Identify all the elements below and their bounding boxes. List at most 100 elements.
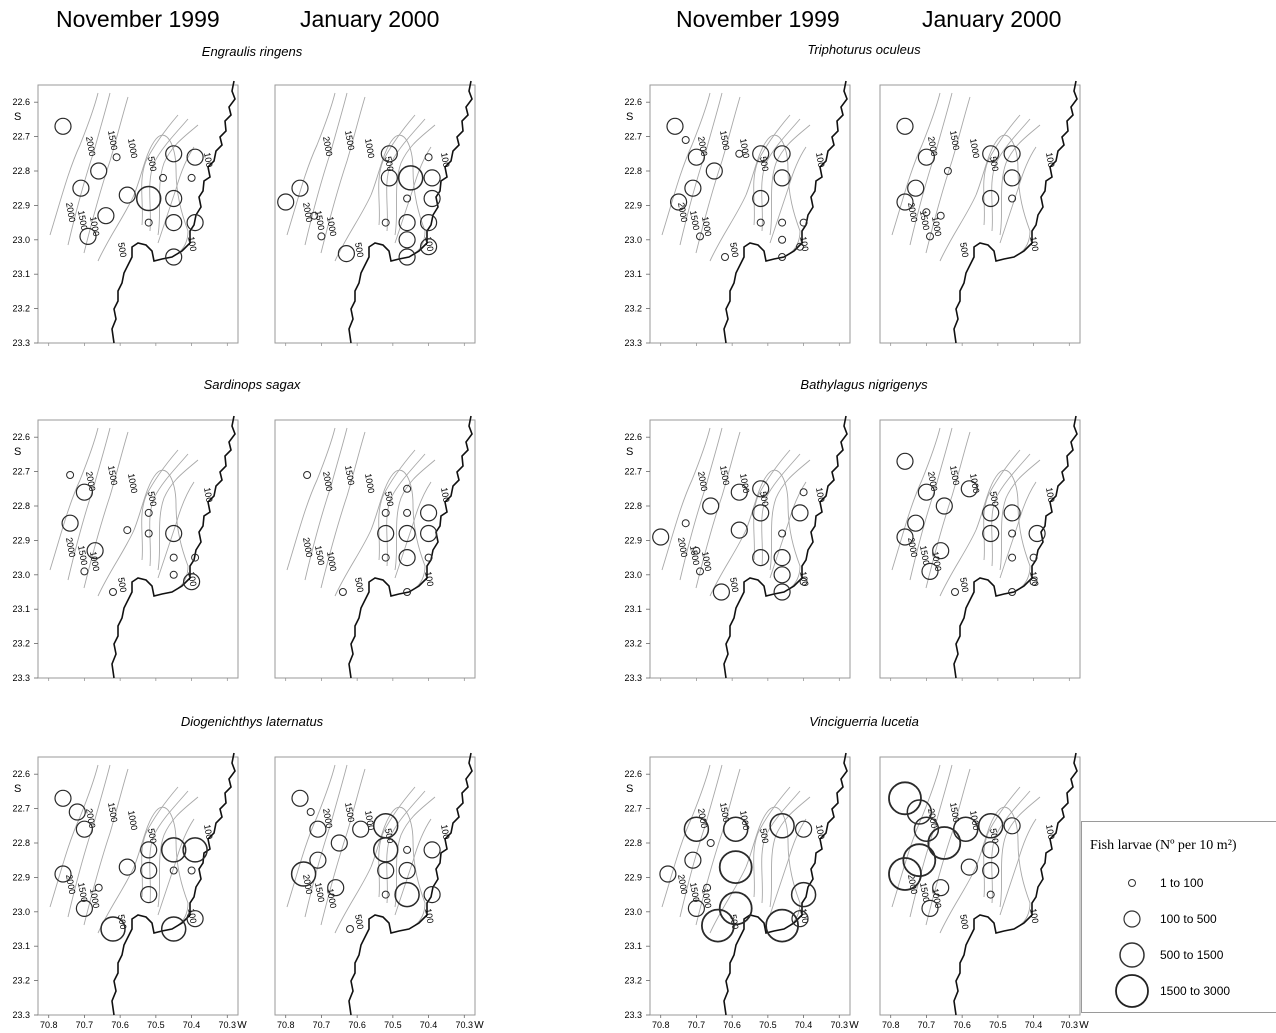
larvae-point xyxy=(906,799,933,825)
map-panel-triphoturus-jan: 2000 1500 1000 2000 1500 1000 500 500 100 100 xyxy=(879,80,1081,346)
map-panel-triphoturus-nov: 2000 1500 1000 2000 1500 1000 500 500 100 100 22.6… xyxy=(624,80,851,348)
larvae-point xyxy=(652,528,670,546)
larvae-point xyxy=(398,231,416,249)
isobath-line xyxy=(141,786,179,898)
larvae-point xyxy=(687,148,706,166)
isobath-line xyxy=(304,92,348,246)
isobath-label: 2000 xyxy=(64,537,77,558)
larvae-point xyxy=(423,886,441,904)
isobath-line xyxy=(991,453,1031,567)
isobath-line xyxy=(304,427,348,581)
header-left-jan: January 2000 xyxy=(300,6,440,32)
coastline xyxy=(111,80,236,344)
isobath-line xyxy=(991,118,1031,232)
lon-tick-label: 70.8 xyxy=(652,1020,670,1030)
lat-tick-label: 23.3 xyxy=(624,673,642,683)
larvae-point xyxy=(183,573,201,591)
larvae-point xyxy=(169,553,178,562)
larvae-point xyxy=(1008,588,1017,596)
lon-tick-label: 70.5 xyxy=(147,1020,165,1030)
lon-tick-label: 70.7 xyxy=(688,1020,706,1030)
larvae-point xyxy=(681,136,690,144)
isobath-label: 500 xyxy=(383,156,395,173)
isobath-label: 1500 xyxy=(688,545,701,566)
isobath-label: 2000 xyxy=(321,471,334,492)
larvae-point xyxy=(144,529,153,538)
isobath-label: 100 xyxy=(814,824,826,841)
coastline xyxy=(723,752,848,1016)
coastline xyxy=(953,415,1078,679)
isobath-label: 500 xyxy=(353,914,365,931)
isobath-line xyxy=(386,118,426,232)
larvae-point xyxy=(165,524,183,543)
lat-tick-label: 22.8 xyxy=(624,166,642,176)
isobath-line xyxy=(49,764,99,908)
lat-tick-label: 23.2 xyxy=(624,639,642,649)
larvae-point xyxy=(398,549,416,567)
isobath-line xyxy=(386,790,426,904)
lon-tick-label: 70.3 xyxy=(831,1020,849,1030)
isobath-line xyxy=(761,790,801,904)
lon-unit-label: W xyxy=(849,1020,859,1031)
larvae-point xyxy=(394,881,420,908)
isobath-line xyxy=(761,453,801,567)
larvae-point xyxy=(712,583,731,601)
larvae-point xyxy=(718,891,753,926)
larvae-point xyxy=(140,841,158,859)
larvae-point xyxy=(403,508,412,517)
lat-tick-label: 22.9 xyxy=(12,872,30,882)
isobath-line xyxy=(378,786,416,898)
isobath-label: 1500 xyxy=(76,210,89,231)
species-title-sardinops: Sardinops sagax xyxy=(203,377,301,392)
larvae-point xyxy=(943,167,952,175)
isobath-line xyxy=(386,453,426,567)
isobath-line xyxy=(999,459,1041,571)
isobath-line xyxy=(939,134,1031,262)
lat-tick-label: 22.8 xyxy=(12,501,30,511)
larvae-point xyxy=(778,529,787,538)
legend-title: Fish larvae (Nº per 10 m²) xyxy=(1090,838,1237,853)
lat-tick-label: 22.8 xyxy=(12,166,30,176)
isobath-line xyxy=(334,806,426,934)
lat-tick-label: 22.7 xyxy=(624,804,642,814)
larvae-point xyxy=(398,861,416,880)
larvae-point xyxy=(160,916,187,942)
isobath-label: 2000 xyxy=(84,808,97,829)
lat-tick-label: 22.7 xyxy=(12,804,30,814)
larvae-point xyxy=(982,841,1000,859)
lat-tick-label: 22.6 xyxy=(12,769,30,779)
larvae-point xyxy=(352,820,370,838)
larvae-point xyxy=(666,117,684,135)
larvae-point xyxy=(75,899,94,917)
map-frame xyxy=(37,419,239,679)
isobath-line xyxy=(999,796,1041,908)
lon-tick-label: 70.8 xyxy=(40,1020,58,1030)
larvae-point xyxy=(290,861,317,887)
larvae-point xyxy=(960,480,978,498)
larvae-point xyxy=(169,570,178,579)
larvae-point xyxy=(791,504,809,522)
lat-tick-label: 23.3 xyxy=(624,1010,642,1020)
isobath-label: 2000 xyxy=(696,471,709,492)
map-panel-vinciguerria-jan: 2000 1500 1000 2000 1500 1000 500 500 100 100 70.8… xyxy=(879,752,1089,1031)
isobath-label: 500 xyxy=(728,242,740,259)
lat-unit-label: S xyxy=(626,446,633,458)
larvae-point xyxy=(896,193,914,211)
larvae-point xyxy=(913,816,940,842)
larvae-point xyxy=(187,866,196,875)
larvae-point xyxy=(403,194,412,203)
isobath-label: 2000 xyxy=(906,537,919,558)
isobath-label: 2000 xyxy=(696,136,709,157)
lat-unit-label: S xyxy=(626,783,633,795)
isobath-label: 500 xyxy=(353,577,365,594)
isobath-label: 1000 xyxy=(930,216,943,237)
isobath-label: 2000 xyxy=(676,874,689,895)
lat-unit-label: S xyxy=(626,111,633,123)
isobath-label: 2000 xyxy=(321,136,334,157)
larvae-point xyxy=(896,528,914,546)
